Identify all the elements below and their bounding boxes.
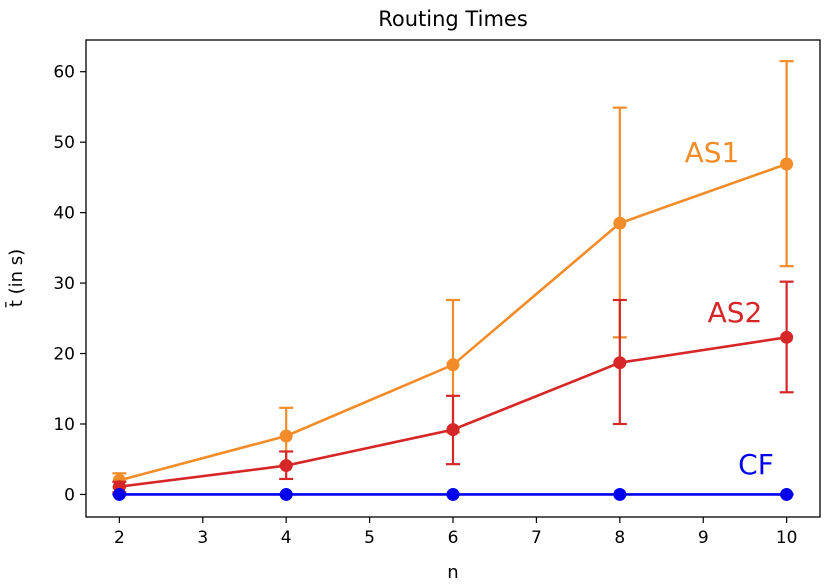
data-point <box>613 356 627 370</box>
series-label-as2: AS2 <box>708 296 763 329</box>
y-tick-label: 10 <box>53 415 75 435</box>
y-tick-label: 50 <box>53 133 75 153</box>
y-tick-label: 0 <box>64 485 75 505</box>
data-point <box>780 157 794 171</box>
x-tick-label: 4 <box>281 528 292 548</box>
chart-title: Routing Times <box>378 7 528 31</box>
x-axis-label: n <box>447 562 458 583</box>
y-tick-label: 20 <box>53 345 75 365</box>
data-point <box>780 487 794 501</box>
x-tick-label: 3 <box>197 528 208 548</box>
x-tick-label: 5 <box>364 528 375 548</box>
data-point <box>446 358 460 372</box>
x-tick-label: 10 <box>776 528 798 548</box>
x-tick-label: 6 <box>448 528 459 548</box>
y-tick-label: 60 <box>53 63 75 83</box>
x-tick-label: 9 <box>698 528 709 548</box>
plot-layer: AS1 AS2 CF <box>112 60 794 501</box>
data-point <box>613 487 627 501</box>
series-label-as1: AS1 <box>685 136 740 169</box>
y-tick-label: 40 <box>53 204 75 224</box>
y-tick-label: 30 <box>53 274 75 294</box>
y-axis-label: t̄ (in s) <box>5 249 27 308</box>
data-point <box>780 330 794 344</box>
data-point <box>613 216 627 230</box>
x-tick-label: 2 <box>114 528 125 548</box>
data-point <box>446 487 460 501</box>
x-tick-label: 8 <box>614 528 625 548</box>
data-point <box>279 487 293 501</box>
data-point <box>112 487 126 501</box>
series-label-cf: CF <box>738 448 774 481</box>
series-cf: CF <box>112 448 794 501</box>
data-point <box>279 429 293 443</box>
data-point <box>446 423 460 437</box>
data-point <box>279 459 293 473</box>
x-tick-label: 7 <box>531 528 542 548</box>
